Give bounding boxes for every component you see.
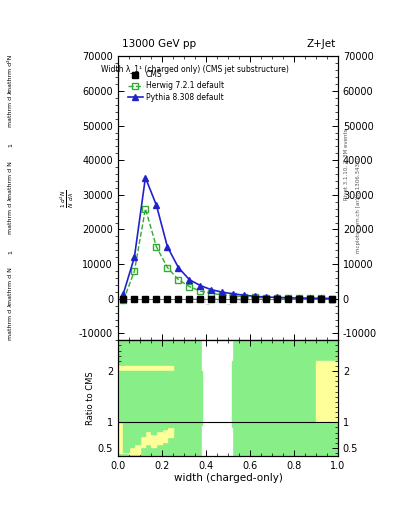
Bar (316, 361, 338, 422)
Bar (140, 371, 145, 436)
Bar (118, 371, 123, 422)
Bar (145, 366, 151, 444)
Text: 1: 1 (8, 250, 13, 253)
Bar (151, 366, 156, 447)
Bar (184, 371, 202, 425)
Bar (123, 371, 129, 452)
Text: mathrm d λ: mathrm d λ (8, 197, 13, 236)
Bar (156, 366, 162, 444)
Bar (140, 366, 145, 447)
Text: mcplots.cern.ch [arXiv:1306.3436]: mcplots.cern.ch [arXiv:1306.3436] (356, 157, 361, 252)
Text: 13000 GeV pp: 13000 GeV pp (122, 38, 196, 49)
Y-axis label: $\frac{1}{N}\frac{d^2N}{d\lambda}$: $\frac{1}{N}\frac{d^2N}{d\lambda}$ (59, 189, 76, 208)
Bar (156, 371, 162, 431)
Bar (167, 366, 173, 437)
Text: Z+Jet: Z+Jet (307, 38, 336, 49)
Bar (232, 422, 338, 428)
Bar (151, 371, 156, 434)
Text: 1: 1 (8, 143, 13, 147)
Bar (173, 371, 184, 426)
Text: mathrm d²N: mathrm d²N (8, 55, 13, 93)
Bar (145, 371, 151, 431)
Bar (162, 371, 167, 429)
Y-axis label: Ratio to CMS: Ratio to CMS (86, 371, 95, 425)
Text: mathrm d λ: mathrm d λ (8, 303, 13, 342)
Bar (129, 366, 134, 454)
Bar (232, 361, 338, 422)
Bar (118, 366, 123, 453)
Bar (134, 366, 140, 454)
X-axis label: width (charged-only): width (charged-only) (173, 473, 283, 483)
Text: CMS_2021_I1920187: CMS_2021_I1920187 (191, 297, 264, 304)
Bar (162, 366, 167, 442)
Text: Rivet 3.1.10, ≥ 3M events: Rivet 3.1.10, ≥ 3M events (344, 128, 349, 200)
Bar (123, 366, 129, 453)
Legend: CMS, Herwig 7.2.1 default, Pythia 8.308 default: CMS, Herwig 7.2.1 default, Pythia 8.308 … (126, 69, 226, 103)
Bar (129, 371, 134, 447)
Text: mathrm d λ: mathrm d λ (8, 90, 13, 129)
Bar (202, 340, 232, 456)
Text: mathrm d N: mathrm d N (8, 267, 13, 307)
Text: mathrm d N: mathrm d N (8, 161, 13, 201)
Bar (167, 371, 173, 428)
Text: Width λ_1¹ (charged only) (CMS jet substructure): Width λ_1¹ (charged only) (CMS jet subst… (101, 65, 289, 74)
Bar (134, 371, 140, 444)
